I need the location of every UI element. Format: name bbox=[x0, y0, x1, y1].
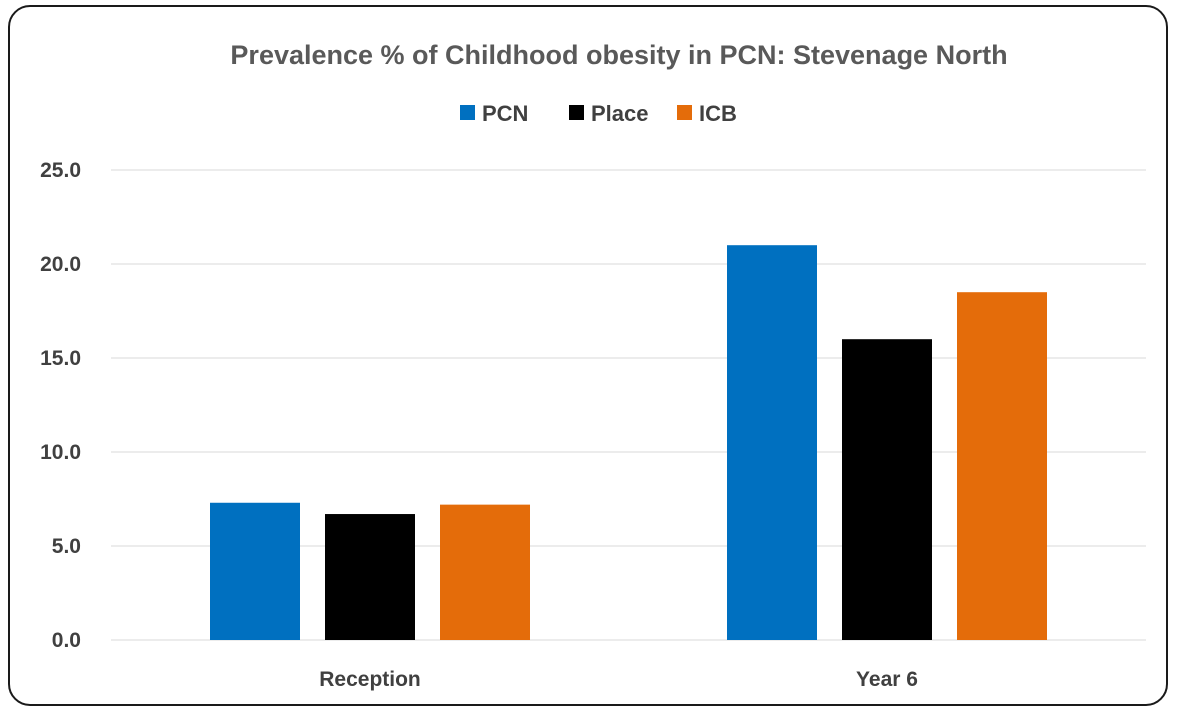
legend: PCN Place ICB bbox=[460, 101, 737, 126]
y-tick-label: 25.0 bbox=[40, 159, 81, 182]
bar-icb-reception bbox=[440, 504, 530, 640]
bar-pcn-reception bbox=[210, 502, 300, 640]
y-tick-label: 15.0 bbox=[40, 347, 81, 370]
x-tick-label-reception: Reception bbox=[319, 668, 421, 691]
bar-pcn-year-6 bbox=[727, 245, 817, 640]
y-tick-label: 0.0 bbox=[52, 629, 81, 652]
y-axis-ticks: 0.0 5.0 10.0 15.0 20.0 25.0 bbox=[40, 159, 81, 652]
y-tick-label: 5.0 bbox=[52, 535, 81, 558]
x-axis-ticks: Reception Year 6 bbox=[319, 668, 918, 691]
bar-place-year-6 bbox=[842, 339, 932, 640]
chart-title: Prevalence % of Childhood obesity in PCN… bbox=[230, 40, 1007, 70]
legend-swatch-place bbox=[569, 105, 584, 120]
y-tick-label: 20.0 bbox=[40, 253, 81, 276]
legend-label-icb: ICB bbox=[699, 101, 737, 126]
bar-icb-year-6 bbox=[957, 292, 1047, 640]
legend-swatch-pcn bbox=[460, 105, 475, 120]
y-tick-label: 10.0 bbox=[40, 441, 81, 464]
x-tick-label-year-6: Year 6 bbox=[856, 668, 918, 691]
bars bbox=[210, 245, 1047, 640]
legend-label-pcn: PCN bbox=[482, 101, 528, 126]
legend-swatch-icb bbox=[677, 105, 692, 120]
legend-label-place: Place bbox=[591, 101, 649, 126]
bar-place-reception bbox=[325, 514, 415, 640]
